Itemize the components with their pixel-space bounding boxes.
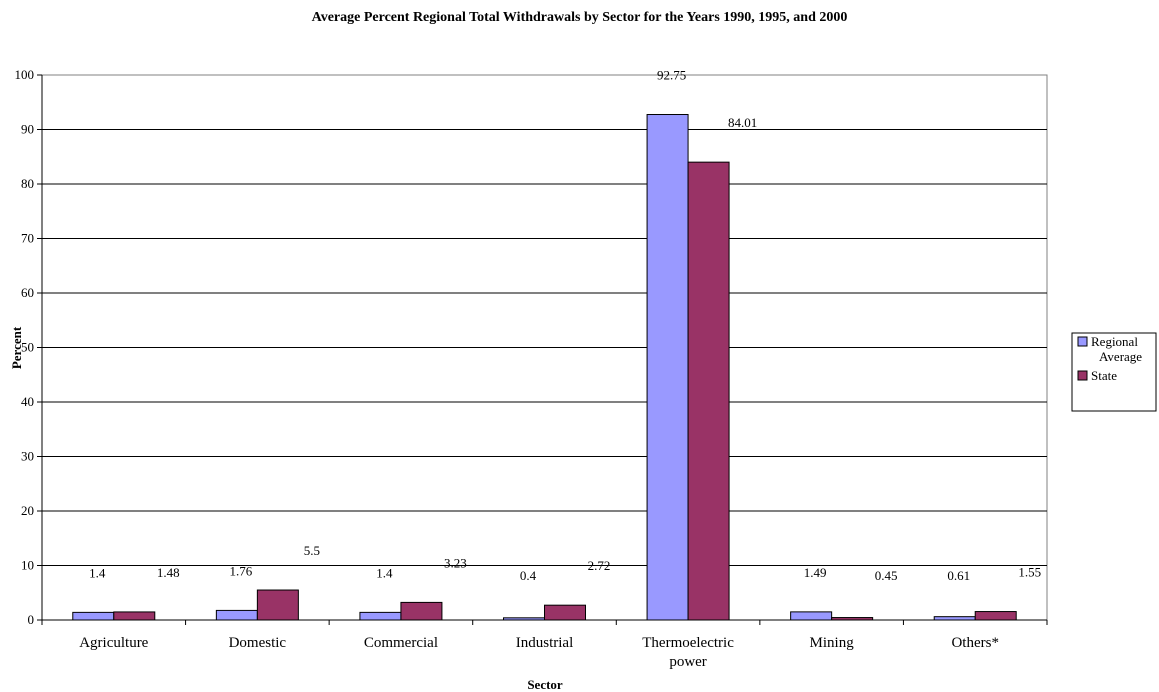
bar-state: [400, 601, 443, 621]
data-labels: 1.4 1.48 1.76 5.5 1.4 3.23 0.4 2.72 92.75 84.01 1.…: [89, 68, 1041, 583]
y-tick-label: 20: [21, 503, 34, 518]
x-tick-label: Commercial: [364, 635, 438, 651]
bar-state: [544, 604, 586, 621]
y-axis-ticks: 0 10 20 30 40 50 60 70 80 90 100: [15, 67, 42, 627]
x-tick-label: Domestic: [229, 635, 287, 651]
bar-regional-average: [646, 114, 689, 621]
y-tick-label: 90: [21, 122, 34, 137]
chart-title: Average Percent Regional Total Withdrawa…: [311, 10, 848, 25]
y-tick-label: 30: [21, 449, 34, 464]
y-tick-label: 10: [21, 558, 34, 573]
legend-entry: State: [1091, 368, 1117, 383]
data-label: 1.49: [804, 565, 827, 580]
data-label: 1.55: [1018, 565, 1041, 580]
data-label: 1.76: [229, 563, 252, 578]
y-tick-label: 80: [21, 176, 34, 191]
bar-regional-average: [72, 611, 115, 621]
bar-state: [113, 611, 156, 621]
bar-state: [974, 611, 1017, 621]
y-tick-label: 100: [15, 67, 35, 82]
legend-entry: Regional Average: [1091, 334, 1142, 364]
gridlines: [41, 74, 1048, 621]
data-label: 0.61: [947, 568, 970, 583]
x-tick-label: Agriculture: [79, 635, 148, 651]
data-label: 5.5: [304, 543, 320, 558]
bar-regional-average: [215, 609, 258, 621]
bars: [72, 114, 1017, 621]
y-tick-label: 0: [28, 612, 35, 627]
legend-swatch: [1077, 370, 1088, 381]
data-label: 1.48: [157, 565, 180, 580]
y-axis-title: Percent: [9, 326, 24, 369]
bar-state: [687, 161, 730, 621]
data-label: 92.75: [657, 68, 686, 83]
data-label: 2.72: [588, 558, 611, 573]
bar-state: [256, 589, 299, 621]
x-tick-label: Industrial: [516, 635, 574, 651]
y-tick-label: 60: [21, 285, 34, 300]
data-label: 0.4: [520, 568, 537, 583]
bar-regional-average: [790, 611, 833, 621]
data-label: 1.4: [376, 565, 393, 580]
y-tick-label: 70: [21, 231, 34, 246]
legend: Regional Average State: [1071, 332, 1157, 412]
x-tick-label: Others*: [951, 635, 999, 651]
data-label: 84.01: [728, 115, 757, 130]
data-label: 1.4: [89, 565, 106, 580]
bar-regional-average: [359, 611, 402, 621]
y-tick-label: 50: [21, 340, 34, 355]
data-label: 0.45: [875, 568, 898, 583]
x-tick-label: Mining: [810, 635, 855, 651]
data-label: 3.23: [444, 555, 467, 570]
x-axis-title: Sector: [527, 677, 563, 692]
y-tick-label: 40: [21, 394, 34, 409]
x-axis: Agriculture Domestic Commercial Industrial T…: [41, 75, 1048, 670]
x-tick-label: Thermoelectric power: [642, 635, 734, 670]
legend-swatch: [1077, 336, 1088, 347]
